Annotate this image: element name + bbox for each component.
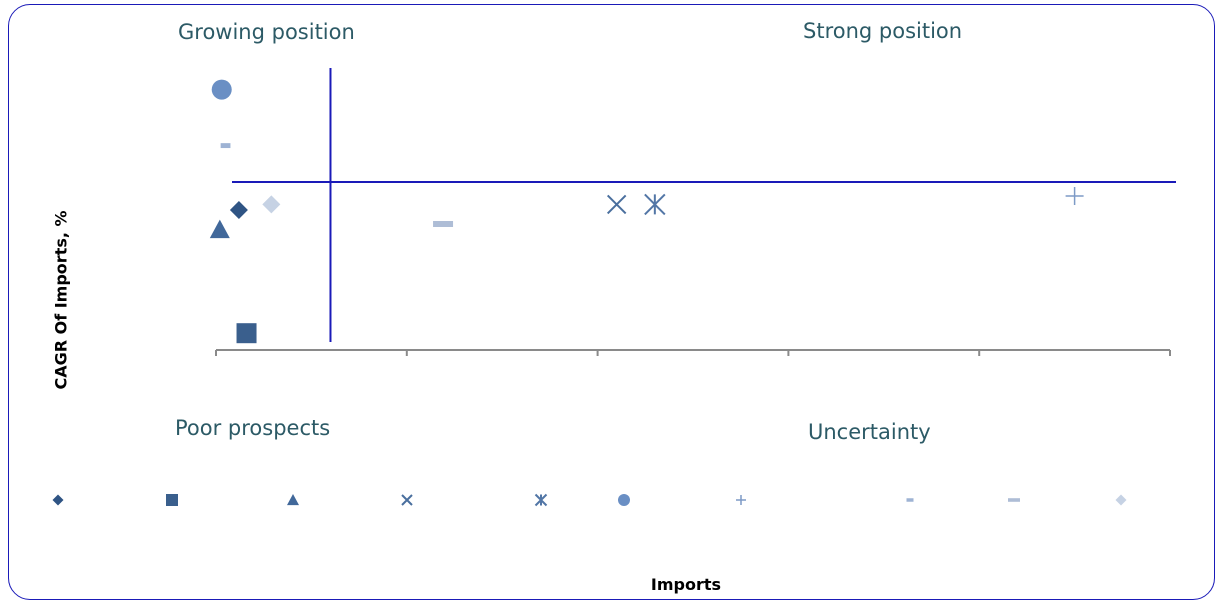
data-point-8-dash-small	[220, 143, 231, 149]
data-point-1-diamond	[229, 201, 248, 219]
quadrant-label-poor-prospects: Poor prospects	[175, 416, 331, 440]
legend-marker-10-diamond	[1115, 494, 1127, 506]
chart-frame	[8, 4, 1215, 600]
legend-marker-8-dash-small	[906, 498, 914, 502]
legend-marker-1-diamond	[52, 494, 64, 506]
legend-marker-2-square	[166, 494, 178, 506]
legend-marker-7-plus	[736, 495, 746, 505]
legend-marker-5-star	[534, 493, 548, 507]
legend-marker-6-circle	[618, 494, 630, 506]
legend-marker-4-x	[401, 494, 413, 506]
data-point-7-plus	[1065, 187, 1084, 205]
data-point-5-star	[644, 193, 666, 216]
quadrant-label-strong-position: Strong position	[803, 19, 963, 43]
data-point-10-diamond	[262, 195, 281, 214]
data-point-9-dash	[433, 221, 454, 227]
quadrant-label-uncertainty: Uncertainty	[808, 420, 931, 444]
x-axis-label: Imports	[650, 575, 722, 594]
quadrant-label-growing-position: Growing position	[178, 20, 355, 44]
data-point-6-circle	[211, 79, 232, 100]
data-point-3-triangle	[209, 219, 230, 239]
data-point-4-x	[606, 194, 627, 215]
legend-marker-3-triangle	[287, 494, 299, 506]
data-point-2-square	[236, 323, 257, 344]
legend-marker-9-dash	[1008, 498, 1020, 502]
